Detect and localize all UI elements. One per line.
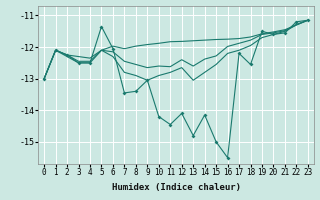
X-axis label: Humidex (Indice chaleur): Humidex (Indice chaleur) (111, 183, 241, 192)
